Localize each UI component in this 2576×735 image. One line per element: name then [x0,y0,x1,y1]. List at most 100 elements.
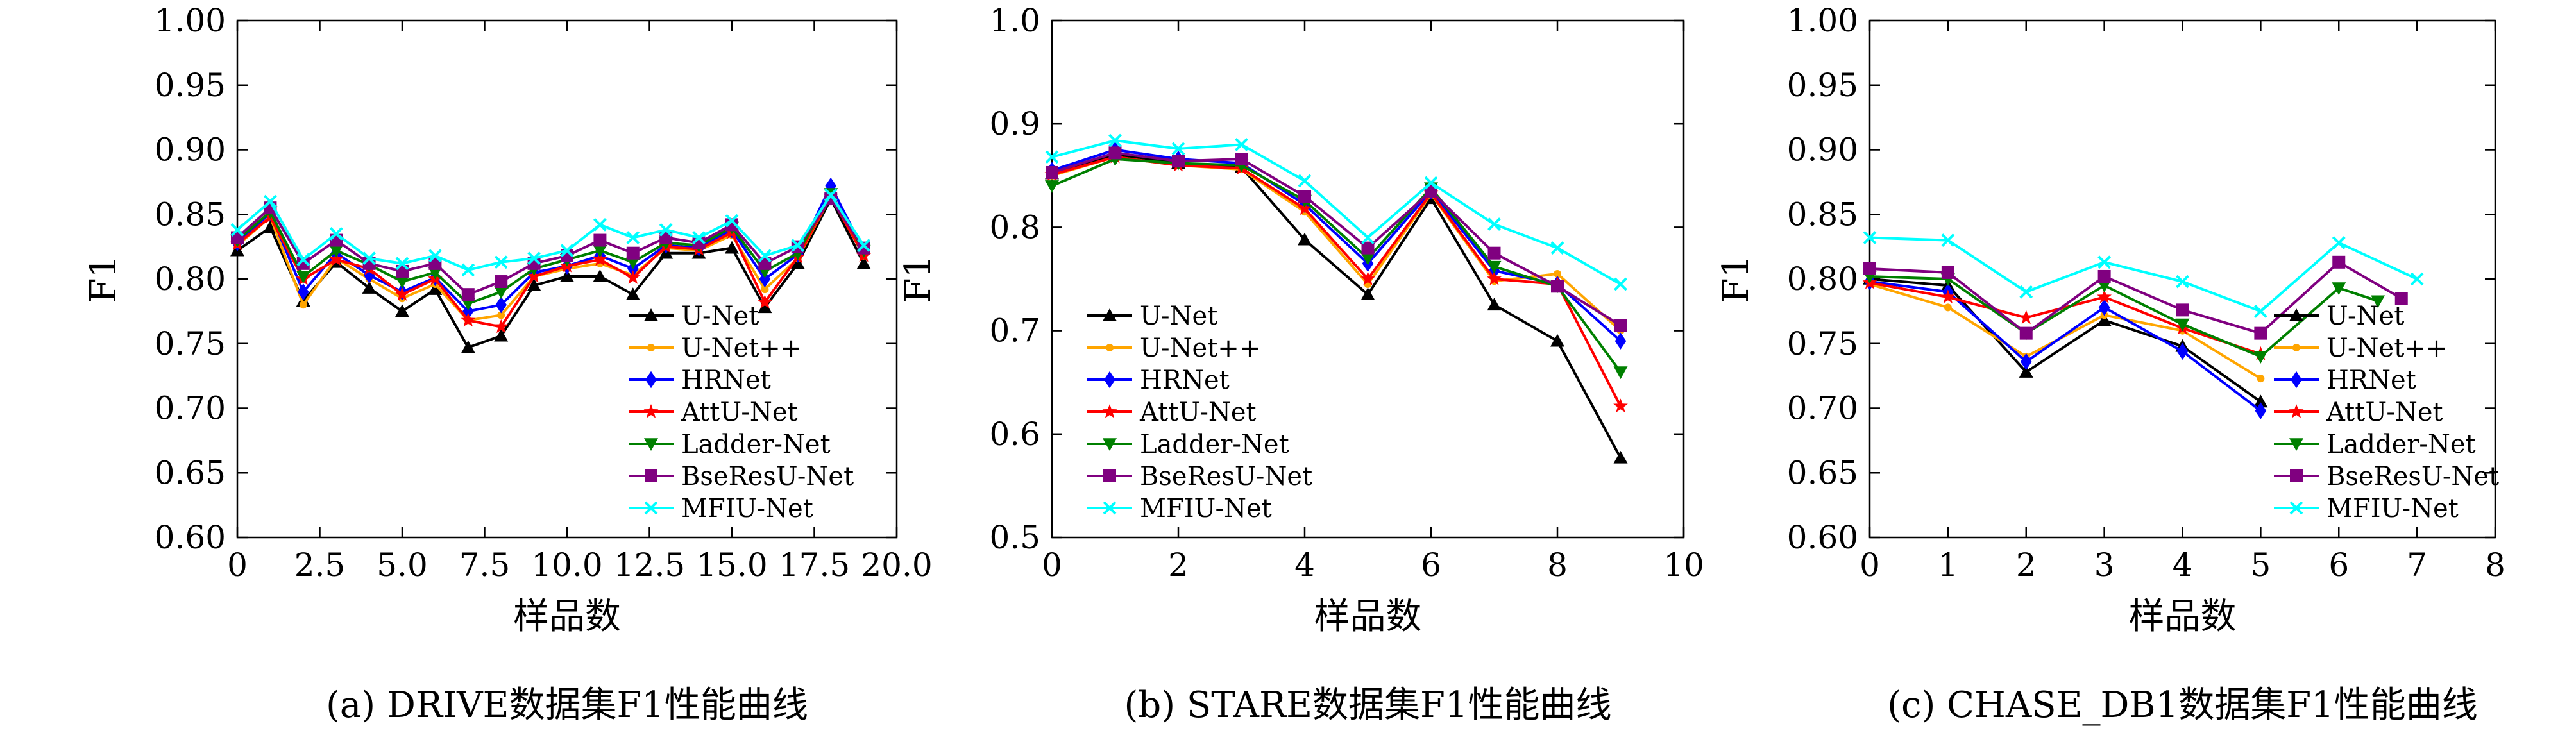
data-point [2019,365,2033,378]
data-point [1360,252,1375,266]
series-MFIU-Net [1863,231,2424,318]
series-line [1869,260,2402,335]
x-tick-label: 2 [2016,546,2037,584]
data-point [625,287,640,300]
data-point [230,223,244,237]
data-point [1863,231,1877,244]
data-point [1108,146,1122,160]
data-point [758,300,772,314]
y-tick-label: 0.7 [989,312,1040,350]
data-point [1361,231,1375,244]
legend-label: U-Net [681,301,759,331]
data-point [527,251,541,266]
data-point [1487,217,1501,231]
series-line [236,183,865,313]
x-tick-label: 6 [1421,546,1441,584]
legend-marker [1103,501,1117,515]
legend: U-Net U-Net++ HRNet AttU-Net Ladder-Net BseRe… [1087,301,1312,523]
x-tick-label: 5 [2250,546,2271,584]
data-point [2020,353,2032,371]
data-point [296,253,310,267]
data-point [2097,313,2112,326]
data-point [1550,241,1564,255]
data-point [1863,262,1876,275]
series-MFIU-Net [230,188,871,277]
y-tick-label: 0.90 [155,131,226,169]
x-tick-label: 1 [1938,546,1958,584]
y-tick-label: 0.6 [989,416,1040,453]
data-point [625,270,641,284]
legend-marker [2290,469,2303,482]
series-line [1869,236,2418,313]
x-tick-label: 8 [2485,546,2505,584]
y-axis-label: F1 [83,255,124,303]
legend-marker [1102,404,1117,418]
y-tick-label: 0.5 [989,519,1040,556]
data-point [593,251,607,266]
data-point [2097,255,2112,269]
data-point [758,294,772,308]
y-tick-label: 0.70 [155,390,226,427]
data-point [494,286,509,300]
x-tick-label: 0 [1042,546,1062,584]
data-point [2253,304,2267,318]
data-point [1487,298,1502,311]
data-point [761,285,769,294]
data-point [298,283,309,301]
legend-marker [2291,371,2302,389]
y-tick-label: 0.60 [1787,519,1858,556]
x-tick-label: 2 [1168,546,1189,584]
data-point [263,194,277,208]
data-point [725,214,739,228]
data-point [824,188,838,202]
x-axis-label: 样品数 [513,596,621,638]
data-point [2332,236,2346,249]
legend-label: HRNet [2326,366,2416,395]
legend-label: U-Net++ [1140,334,1260,363]
x-tick-label: 7 [2407,546,2427,584]
data-point [2255,402,2267,419]
y-tick-label: 0.75 [155,325,226,362]
data-point [1550,334,1564,347]
series-line [1869,278,2262,403]
series-line [1051,155,1622,407]
legend-label: U-Net [1140,301,1217,331]
data-point [296,257,310,270]
data-point [625,257,640,269]
data-point [1046,165,1058,179]
data-point [2253,394,2268,408]
data-point [394,287,410,301]
data-point [497,311,505,319]
data-point [857,241,870,255]
x-tick-label: 10 [1663,546,1704,584]
data-point [1172,155,1185,168]
series-line [1869,275,2378,359]
data-point [593,244,607,258]
legend-marker [1103,438,1117,451]
legend-label: U-Net++ [2326,334,2447,363]
data-point [791,239,805,253]
legend-label: MFIU-Net [1140,494,1272,523]
x-tick-label: 10.0 [531,546,602,584]
legend-label: BseResU-Net [1140,462,1312,491]
data-point [1551,280,1564,293]
data-point [560,269,574,282]
y-tick-label: 1.0 [989,2,1040,39]
x-tick-label: 0 [227,546,248,584]
x-tick-label: 20.0 [861,546,932,584]
y-tick-label: 0.9 [989,105,1040,142]
data-point [495,296,507,314]
data-point [461,263,475,277]
data-point [626,246,640,260]
series-BseResU-Net [1863,255,2408,340]
data-point [1171,142,1185,156]
data-point [725,241,739,254]
data-point [1298,174,1312,188]
y-axis-label: F1 [1715,255,1757,303]
x-tick-label: 12.5 [614,546,685,584]
data-point [299,301,307,309]
legend-marker [2292,344,2300,351]
data-point [2176,342,2189,360]
data-point [1614,319,1627,332]
